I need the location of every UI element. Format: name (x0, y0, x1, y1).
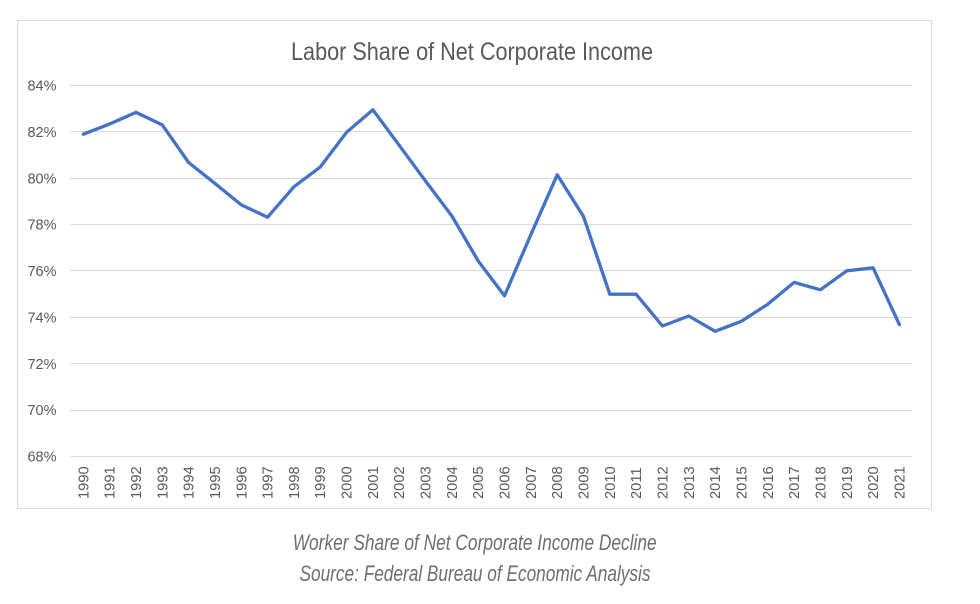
svg-text:70%: 70% (27, 403, 56, 419)
svg-text:2004: 2004 (445, 466, 461, 499)
svg-text:2012: 2012 (656, 466, 672, 499)
svg-text:2005: 2005 (471, 466, 487, 499)
svg-text:1992: 1992 (129, 466, 145, 499)
svg-text:Source: Federal Bureau of Econ: Source: Federal Bureau of Economic Analy… (300, 561, 651, 586)
svg-text:1996: 1996 (234, 466, 250, 499)
svg-text:1998: 1998 (287, 466, 303, 499)
svg-text:1999: 1999 (313, 466, 329, 499)
svg-text:74%: 74% (27, 310, 56, 326)
svg-text:1997: 1997 (261, 466, 277, 499)
svg-text:2013: 2013 (682, 466, 698, 499)
svg-text:1993: 1993 (155, 466, 171, 499)
svg-text:80%: 80% (27, 171, 56, 187)
svg-text:2017: 2017 (787, 466, 803, 499)
svg-text:Labor Share of Net Corporate I: Labor Share of Net Corporate Income (291, 38, 653, 66)
svg-text:82%: 82% (27, 125, 56, 141)
svg-text:1995: 1995 (208, 466, 224, 499)
svg-text:1990: 1990 (76, 466, 92, 499)
svg-text:72%: 72% (27, 357, 56, 373)
svg-text:2011: 2011 (629, 467, 645, 499)
svg-text:Worker Share of Net Corporate: Worker Share of Net Corporate Income Dec… (293, 530, 657, 555)
svg-text:2018: 2018 (813, 466, 829, 499)
svg-text:2021: 2021 (892, 466, 908, 499)
svg-text:2016: 2016 (761, 466, 777, 499)
svg-text:2020: 2020 (866, 466, 882, 499)
svg-text:2007: 2007 (524, 466, 540, 499)
svg-text:2002: 2002 (392, 466, 408, 499)
svg-text:2009: 2009 (577, 466, 593, 499)
svg-text:2019: 2019 (840, 466, 856, 499)
svg-text:68%: 68% (27, 450, 56, 466)
svg-text:1991: 1991 (103, 466, 119, 499)
svg-text:2006: 2006 (498, 466, 514, 499)
svg-text:76%: 76% (27, 264, 56, 280)
svg-text:2014: 2014 (708, 466, 724, 499)
svg-text:2000: 2000 (340, 466, 356, 499)
svg-text:2003: 2003 (419, 466, 435, 499)
svg-text:78%: 78% (27, 218, 56, 234)
svg-text:2010: 2010 (603, 466, 619, 499)
svg-text:84%: 84% (27, 79, 56, 95)
svg-text:2008: 2008 (550, 466, 566, 499)
svg-text:2015: 2015 (734, 466, 750, 499)
svg-text:2001: 2001 (366, 466, 382, 499)
svg-text:1994: 1994 (182, 466, 198, 499)
